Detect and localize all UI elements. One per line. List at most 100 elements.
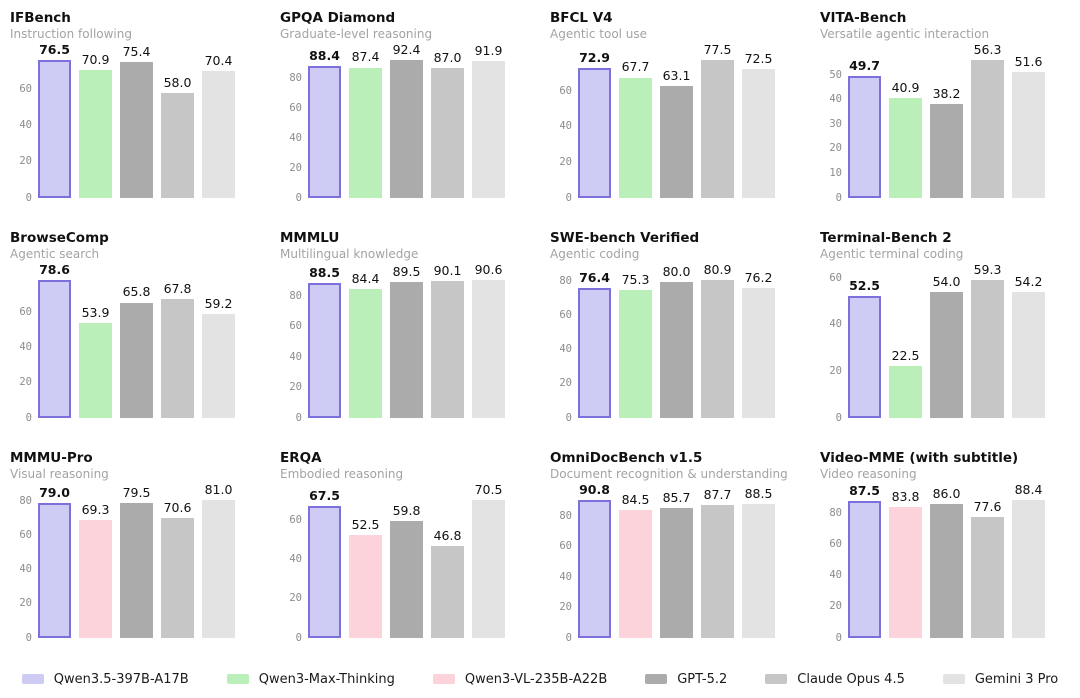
bar-fill	[1012, 500, 1045, 638]
y-tick-label: 20	[19, 376, 32, 389]
bar-fill	[701, 504, 734, 638]
bar-fill	[889, 507, 922, 638]
bar-fill	[202, 314, 235, 418]
chart-subtitle: Embodied reasoning	[280, 467, 404, 481]
bar-claude: 80.9	[701, 262, 734, 418]
bar-gemini: 59.2	[202, 296, 235, 418]
bars-area: 88.4 87.4 92.4 87.0 91.9	[308, 42, 505, 198]
y-tick-label: 60	[559, 309, 572, 322]
y-tick-label: 40	[559, 120, 572, 133]
y-tick-label: 0	[565, 631, 572, 644]
bar-value-label: 52.5	[849, 277, 880, 293]
chart-mmmu-pro: MMMU-Pro Visual reasoning 0 20 40 60 80 79.0…	[0, 440, 270, 660]
y-tick-label: 40	[829, 318, 842, 331]
bar-qwen3max: 67.7	[619, 59, 652, 198]
bar-fill	[742, 288, 775, 418]
y-tick-label: 80	[559, 275, 572, 288]
chart-subtitle: Visual reasoning	[10, 467, 109, 481]
bar-fill	[472, 60, 505, 198]
bar-value-label: 88.4	[1014, 482, 1043, 497]
chart-subtitle: Versatile agentic interaction	[820, 27, 990, 41]
bar-gpt52: 89.5	[390, 264, 423, 418]
bar-value-label: 83.8	[891, 489, 920, 505]
bar-claude: 58.0	[161, 75, 194, 198]
chart-subtitle: Multilingual knowledge	[280, 247, 419, 261]
y-tick-label: 80	[289, 72, 302, 85]
y-axis: 0 10 20 30 40 50	[820, 46, 848, 204]
chart-subtitle: Agentic coding	[550, 247, 640, 261]
bar-fill	[390, 60, 423, 198]
bar-fill	[742, 503, 775, 638]
y-tick-label: 20	[829, 600, 842, 613]
bar-value-label: 38.2	[932, 86, 961, 102]
bar-qwen35: 67.5	[308, 488, 341, 638]
bar-gpt52: 85.7	[660, 490, 693, 638]
bar-fill	[619, 289, 652, 418]
bar-value-label: 70.9	[81, 52, 110, 68]
bar-fill	[930, 503, 963, 638]
plot-area: 0 20 40 60 76.5 70.9 75.4 58.0 70.4	[10, 42, 262, 204]
y-axis: 0 20 40 60	[280, 486, 308, 643]
chart-subtitle: Instruction following	[10, 27, 132, 41]
bar-fill	[848, 76, 881, 198]
y-axis: 0 20 40 60 80	[820, 486, 848, 644]
bar-value-label: 56.3	[973, 42, 1002, 57]
bar-value-label: 88.4	[309, 47, 340, 63]
bar-value-label: 87.4	[351, 49, 380, 65]
bar-gemini: 88.4	[1012, 482, 1045, 638]
chart-title: Video-MME (with subtitle)	[820, 450, 1019, 466]
chart-title: IFBench	[10, 10, 71, 26]
bar-value-label: 65.8	[122, 284, 151, 300]
bar-value-label: 81.0	[204, 482, 233, 497]
chart-vita-bench: VITA-Bench Versatile agentic interaction…	[810, 0, 1080, 220]
legend-item-gpt52: GPT-5.2	[645, 672, 727, 687]
y-tick-label: 0	[565, 411, 572, 424]
bar-qwen35: 76.5	[38, 42, 71, 198]
bar-value-label: 75.4	[122, 43, 151, 59]
chart-browsecomp: BrowseComp Agentic search 0 20 40 60 78.6 53…	[0, 220, 270, 440]
bar-fill	[971, 60, 1004, 198]
chart-title: OmniDocBench v1.5	[550, 450, 703, 466]
y-tick-label: 60	[829, 271, 842, 284]
bar-value-label: 46.8	[433, 528, 462, 544]
y-tick-label: 40	[289, 350, 302, 363]
plot-area: 0 20 40 60 80 90.8 84.5 85.7 87.7 88.5	[550, 482, 802, 644]
bars-area: 52.5 22.5 54.0 59.3 54.2	[848, 262, 1045, 418]
bar-value-label: 76.4	[579, 269, 610, 285]
legend-label: Qwen3-VL-235B-A22B	[464, 671, 608, 687]
bar-gemini: 54.2	[1012, 274, 1045, 418]
bars-area: 88.5 84.4 89.5 90.1 90.6	[308, 262, 505, 418]
y-tick-label: 20	[559, 601, 572, 614]
bar-value-label: 84.4	[351, 271, 380, 287]
bar-gpt52: 79.5	[120, 485, 153, 638]
chart-title: BFCL V4	[550, 10, 613, 26]
y-axis: 0 20 40 60	[10, 266, 38, 423]
bar-fill	[308, 66, 341, 198]
bar-fill	[1012, 291, 1045, 418]
chart-omnidocbench-v1-5: OmniDocBench v1.5 Document recognition &…	[540, 440, 810, 660]
y-axis: 0 20 40 60	[820, 266, 848, 424]
bar-qwen3vl: 69.3	[79, 502, 112, 638]
y-tick-label: 0	[295, 411, 302, 424]
bars-area: 76.5 70.9 75.4 58.0 70.4	[38, 42, 235, 198]
bar-fill	[79, 323, 112, 418]
bar-gpt52: 86.0	[930, 486, 963, 638]
bar-fill	[79, 70, 112, 198]
y-tick-label: 0	[25, 191, 32, 204]
bar-fill	[161, 299, 194, 418]
bar-value-label: 70.5	[474, 482, 503, 497]
y-tick-label: 40	[19, 119, 32, 132]
bar-gemini: 51.6	[1012, 54, 1045, 198]
legend-swatch-icon	[226, 674, 249, 684]
bar-fill	[578, 287, 611, 418]
chart-gpqa-diamond: GPQA Diamond Graduate-level reasoning 0 2…	[270, 0, 540, 220]
bar-claude: 87.7	[701, 487, 734, 638]
y-tick-label: 60	[19, 529, 32, 542]
bar-value-label: 75.3	[621, 271, 650, 287]
y-tick-label: 60	[289, 101, 302, 114]
bar-value-label: 87.5	[849, 483, 880, 499]
chart-subtitle: Document recognition & understanding	[550, 467, 788, 481]
bar-value-label: 92.4	[392, 42, 421, 57]
y-tick-label: 20	[289, 592, 302, 605]
y-tick-label: 40	[829, 93, 842, 106]
